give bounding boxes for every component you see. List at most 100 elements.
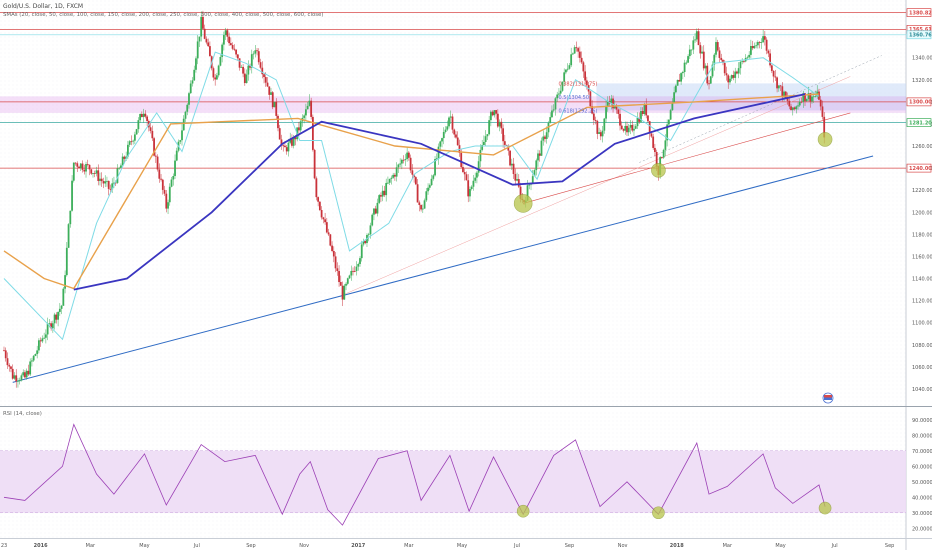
candle-body	[231, 45, 234, 49]
candle-body	[463, 172, 466, 175]
candle-body	[423, 200, 426, 209]
candle-body	[263, 74, 265, 78]
candle-body	[359, 258, 361, 264]
candle-body	[392, 174, 395, 178]
candle-body	[503, 141, 506, 145]
candle-body	[205, 38, 208, 43]
candle-body	[170, 179, 173, 187]
candle-body	[113, 182, 115, 184]
price-tick-label: 1320.00	[912, 78, 932, 84]
candle-body	[804, 93, 806, 102]
candle-body	[456, 137, 459, 146]
candle-body	[243, 73, 246, 84]
candle-body	[760, 42, 763, 43]
candle-body	[544, 136, 546, 139]
candle-body	[559, 90, 562, 94]
candle-body	[266, 82, 269, 87]
candle-body	[671, 102, 674, 111]
candle-body	[355, 266, 358, 272]
candle-body	[104, 181, 107, 184]
candle-body	[762, 36, 765, 43]
candle-body	[313, 149, 316, 179]
candle-body	[462, 167, 464, 173]
candle-body	[791, 107, 794, 111]
candle-body	[633, 128, 635, 131]
candle-body	[640, 110, 642, 122]
candle-body	[233, 48, 236, 50]
candle-body	[638, 117, 641, 122]
candle-body	[713, 54, 716, 65]
price-tick-label: 1160.00	[912, 254, 932, 260]
candle-body	[767, 50, 770, 54]
rsi-tick-label: 60.0000	[912, 464, 932, 470]
rsi-tick-label: 90.0000	[912, 418, 932, 424]
candle-body	[718, 50, 721, 58]
candle-body	[175, 150, 178, 161]
candle-body	[495, 110, 498, 114]
candle-body	[44, 334, 47, 338]
price-tick-label: 1100.00	[912, 321, 932, 327]
candle-body	[428, 185, 431, 188]
candle-body	[383, 190, 386, 196]
candle-body	[81, 163, 84, 170]
candle-body	[538, 153, 541, 156]
candle-body	[765, 39, 768, 51]
candle-body	[240, 66, 243, 68]
candle-body	[216, 75, 218, 80]
candle-body	[575, 47, 578, 49]
candle-body	[680, 73, 682, 82]
candle-body	[531, 176, 534, 184]
candle-body	[551, 110, 553, 118]
candle-body	[250, 54, 253, 68]
candle-body	[795, 106, 798, 110]
candle-body	[606, 100, 609, 107]
candle-body	[565, 69, 567, 73]
candle-body	[15, 375, 18, 382]
candle-body	[346, 278, 349, 284]
candle-body	[34, 354, 37, 356]
candle-body	[55, 314, 58, 320]
candle-body	[120, 165, 122, 168]
candle-body	[222, 35, 225, 45]
candle-body	[353, 271, 356, 272]
price-tick-label: 1220.00	[912, 188, 932, 194]
candle-body	[132, 140, 135, 142]
candle-body	[784, 91, 787, 99]
candle-body	[584, 71, 587, 81]
candle-body	[409, 157, 412, 171]
candle-body	[692, 40, 695, 50]
candle-body	[598, 132, 600, 134]
fib-level-label: 0.618(1292.26)	[558, 108, 597, 114]
candle-body	[420, 205, 422, 210]
swing-low-marker	[513, 194, 533, 213]
candle-body	[6, 358, 9, 366]
candle-body	[472, 180, 475, 187]
candle-body	[435, 158, 438, 160]
candle-body	[484, 136, 487, 142]
rsi-band	[0, 450, 906, 513]
candle-body	[594, 119, 597, 121]
candle-body	[336, 268, 339, 272]
time-tick-label: Jul	[513, 543, 520, 549]
candle-body	[284, 145, 286, 148]
candle-body	[167, 202, 169, 209]
candle-body	[325, 222, 328, 233]
candle-body	[746, 57, 749, 59]
candle-body	[620, 125, 623, 130]
candle-body	[496, 113, 499, 127]
candle-body	[774, 76, 777, 78]
candle-body	[254, 50, 257, 54]
candle-body	[442, 131, 445, 139]
candle-body	[479, 149, 482, 162]
candle-body	[790, 106, 792, 111]
candle-body	[41, 338, 44, 342]
candle-body	[88, 164, 91, 170]
candle-body	[732, 75, 735, 78]
price-tag: 1281.20	[906, 118, 932, 127]
candle-body	[345, 283, 347, 286]
price-tick-label: 1060.00	[912, 365, 932, 371]
candle-body	[303, 115, 306, 118]
candle-body	[488, 120, 491, 135]
price-tick-label: 1120.00	[912, 299, 932, 305]
candle-body	[498, 121, 501, 127]
